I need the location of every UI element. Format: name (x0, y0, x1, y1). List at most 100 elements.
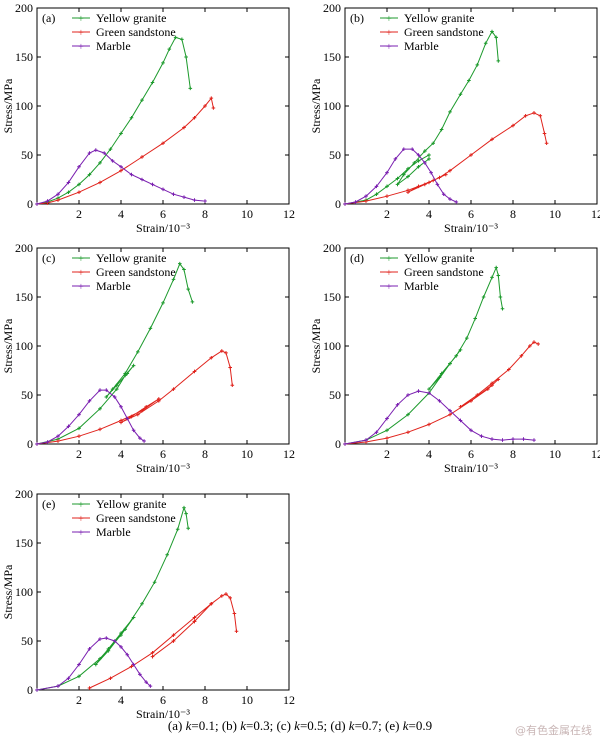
data-point (224, 592, 228, 596)
data-point (171, 633, 176, 637)
data-point (171, 639, 176, 643)
legend-label: Green sandstone (404, 265, 484, 279)
data-point (119, 631, 123, 635)
data-point (157, 399, 161, 403)
data-point (129, 172, 134, 177)
y-tick-label: 150 (15, 50, 33, 64)
y-tick-label: 100 (15, 585, 33, 599)
data-point (437, 175, 442, 180)
chart-panel: 0 50 100 150 200 2 4 6 8 10 12 Strain/10⁻³ Stress/MP… (1, 487, 295, 721)
panel-label: (e) (42, 497, 55, 511)
data-point (129, 664, 134, 669)
data-point (192, 198, 197, 202)
x-tick-label: 12 (283, 693, 295, 707)
data-point (402, 147, 406, 151)
data-point (343, 442, 347, 446)
data-point (77, 426, 81, 431)
chart-panel: 0 50 100 150 200 2 4 6 8 10 12 Strain/10⁻³ Stress/MP… (1, 1, 295, 235)
data-point (498, 295, 503, 299)
data-point (152, 580, 157, 584)
data-point (192, 619, 197, 624)
data-point (494, 35, 498, 40)
legend-label: Marble (96, 279, 131, 293)
data-point (35, 442, 39, 446)
data-point (228, 365, 232, 370)
legend-label: Yellow granite (96, 11, 166, 25)
data-point (416, 164, 421, 169)
data-point (437, 399, 442, 403)
caption-part: =0.5; (d) (299, 718, 349, 733)
data-point (136, 412, 140, 417)
data-point (500, 438, 505, 442)
data-point (469, 428, 473, 433)
data-point (402, 172, 406, 177)
data-point (406, 393, 410, 397)
data-point (77, 434, 81, 438)
data-point (448, 361, 452, 366)
data-point (209, 96, 214, 100)
data-point (473, 316, 477, 321)
series-line (89, 593, 237, 689)
y-tick-label: 150 (323, 290, 341, 304)
y-tick-label: 200 (323, 1, 341, 15)
legend-marker: + (386, 268, 392, 279)
data-point (98, 388, 102, 392)
data-point (435, 182, 440, 187)
data-point (190, 300, 195, 304)
y-tick-label: 0 (27, 683, 33, 697)
caption-part: (a) (167, 718, 186, 733)
series-line (36, 389, 145, 445)
data-point (150, 650, 155, 655)
y-tick-label: 150 (323, 50, 341, 64)
data-point (220, 349, 224, 353)
data-point (481, 295, 486, 299)
data-point (538, 114, 543, 118)
data-point (129, 115, 134, 120)
x-tick-label: 6 (160, 447, 166, 461)
data-point (182, 505, 186, 510)
data-point (441, 192, 446, 196)
data-point (374, 184, 379, 189)
data-point (532, 438, 536, 442)
legend-label: Marble (96, 525, 131, 539)
data-point (429, 170, 433, 175)
data-point (490, 29, 494, 34)
x-tick-label: 4 (118, 207, 124, 221)
data-point (108, 676, 113, 681)
data-point (192, 115, 197, 120)
data-point (490, 437, 494, 441)
data-point (104, 395, 109, 399)
data-point (203, 104, 207, 108)
data-point (119, 645, 123, 649)
data-point (131, 363, 136, 368)
data-point (165, 552, 169, 557)
data-point (528, 344, 532, 348)
caption-part: k (185, 718, 192, 733)
data-point (66, 180, 71, 185)
data-point (234, 629, 239, 633)
legend-marker: + (78, 268, 84, 279)
data-point (186, 526, 190, 531)
data-point (77, 190, 81, 195)
data-point (458, 92, 463, 97)
data-point (66, 190, 71, 195)
y-tick-label: 0 (27, 197, 33, 211)
series-line (344, 390, 535, 445)
data-point (148, 684, 153, 688)
data-point (410, 147, 414, 151)
series-line (36, 36, 191, 205)
data-point (448, 110, 452, 114)
data-point (136, 350, 140, 354)
data-point (544, 141, 549, 146)
caption-part: k (402, 718, 409, 733)
data-point (496, 377, 501, 382)
legend-marker: + (78, 14, 84, 25)
data-point (192, 615, 197, 620)
legend-marker: + (78, 254, 84, 265)
data-point (45, 199, 50, 203)
x-tick-label: 8 (202, 207, 208, 221)
data-point (406, 430, 410, 435)
panel-label: (d) (350, 251, 364, 265)
data-point (138, 436, 142, 440)
